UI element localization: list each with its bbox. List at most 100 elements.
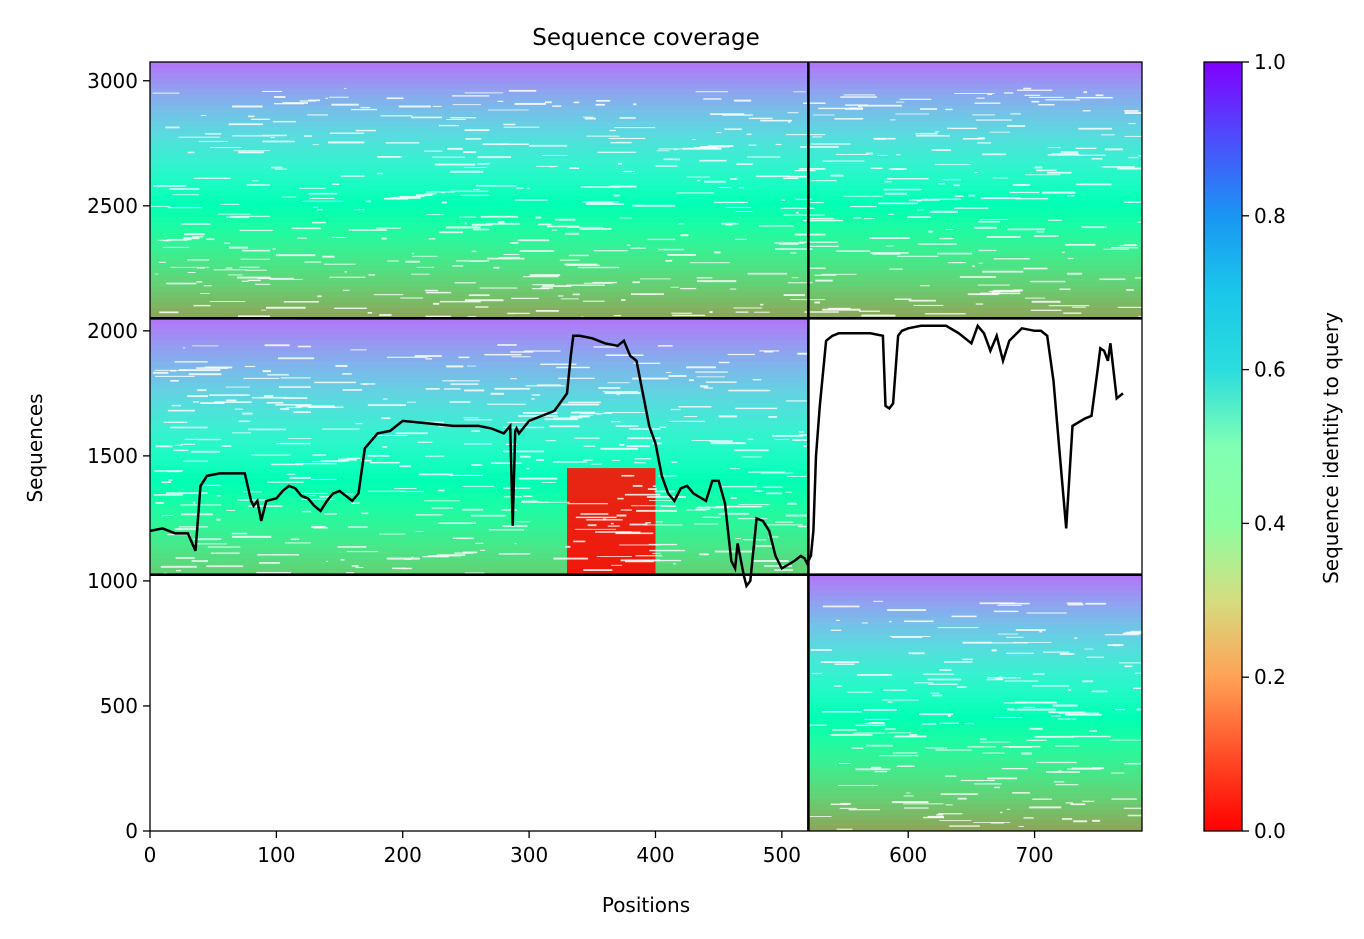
- gap-streak: [940, 793, 978, 795]
- heatmap-band: [150, 83, 809, 90]
- gap-streak: [888, 213, 894, 215]
- gap-streak: [487, 257, 525, 260]
- heatmap-band: [808, 633, 1142, 640]
- gap-streak: [439, 300, 481, 303]
- heatmap-band: [567, 498, 656, 502]
- heatmap-band: [150, 392, 809, 399]
- gap-streak: [686, 366, 716, 369]
- gap-streak: [1082, 800, 1095, 803]
- gap-streak: [283, 397, 308, 399]
- gap-streak: [187, 272, 196, 274]
- gap-streak: [522, 495, 533, 497]
- gap-streak: [600, 447, 638, 450]
- gap-streak: [790, 252, 797, 254]
- gap-streak: [1031, 100, 1040, 103]
- heatmap-gaps: [150, 87, 1142, 831]
- gap-streak: [274, 96, 286, 98]
- gap-streak: [490, 392, 504, 395]
- gap-streak: [503, 126, 540, 128]
- gap-streak: [1099, 278, 1126, 281]
- gap-streak: [477, 163, 490, 165]
- heatmap-band: [150, 424, 809, 431]
- heatmap-band: [150, 184, 809, 191]
- gap-streak: [921, 198, 962, 200]
- gap-streak: [452, 537, 474, 540]
- gap-streak: [929, 210, 959, 213]
- gap-streak: [748, 471, 785, 473]
- gap-streak: [812, 114, 835, 116]
- heatmap-band: [808, 237, 1142, 244]
- heatmap-band: [150, 536, 809, 543]
- gap-streak: [1004, 92, 1014, 94]
- gap-streak: [909, 733, 918, 736]
- gap-streak: [1059, 653, 1075, 655]
- gap-streak: [767, 524, 803, 526]
- gap-streak: [452, 104, 482, 106]
- gap-streak: [579, 228, 612, 230]
- gap-streak: [275, 254, 316, 257]
- colorbar: 0.0 0.2 0.4 0.6 0.8 1.0 Sequence identity to …: [1203, 50, 1343, 843]
- heatmap-band: [567, 470, 656, 474]
- gap-streak: [536, 165, 558, 167]
- gap-streak: [1091, 767, 1104, 770]
- gap-streak: [193, 401, 199, 403]
- heatmap-band: [808, 62, 1142, 68]
- gap-streak: [270, 136, 275, 139]
- gap-streak: [906, 792, 911, 794]
- gap-streak: [267, 374, 289, 376]
- heatmap-band: [150, 88, 809, 95]
- gap-streak: [987, 93, 992, 96]
- gap-streak: [340, 175, 365, 177]
- gap-streak: [187, 259, 210, 261]
- gap-streak: [431, 507, 454, 509]
- gap-streak: [1048, 219, 1062, 221]
- gap-streak: [470, 514, 506, 517]
- gap-streak: [583, 445, 596, 447]
- gap-streak: [463, 166, 487, 168]
- gap-streak: [935, 164, 971, 166]
- gap-streak: [700, 385, 709, 388]
- gap-streak: [652, 552, 661, 555]
- gap-streak: [680, 234, 689, 237]
- heatmap-band: [808, 211, 1142, 218]
- gap-streak: [585, 203, 625, 205]
- heatmap-band: [150, 163, 809, 170]
- heatmap-band: [567, 533, 656, 537]
- gap-streak: [724, 128, 742, 131]
- heatmap-band: [150, 334, 809, 340]
- heatmap-band: [808, 750, 1142, 757]
- gap-streak: [811, 672, 823, 675]
- heatmap-band: [808, 104, 1142, 111]
- gap-streak: [833, 685, 842, 687]
- gap-streak: [584, 117, 596, 120]
- gap-streak: [475, 306, 489, 308]
- colorbar-label: Sequence identity to query: [1319, 312, 1343, 584]
- gap-streak: [174, 361, 208, 363]
- gap-streak: [184, 438, 222, 440]
- gap-streak: [368, 490, 405, 492]
- gap-streak: [566, 264, 600, 266]
- gap-streak: [536, 384, 561, 387]
- gap-streak: [626, 445, 650, 448]
- gap-streak: [967, 293, 999, 296]
- gap-streak: [634, 204, 675, 207]
- heatmap-band: [150, 157, 809, 164]
- gap-streak: [382, 398, 388, 400]
- gap-streak: [980, 197, 1021, 200]
- gap-streak: [441, 191, 445, 194]
- gap-streak: [774, 521, 794, 523]
- gap-streak: [456, 260, 490, 262]
- gap-streak: [515, 521, 531, 523]
- gap-streak: [261, 309, 267, 311]
- gap-streak: [977, 220, 1000, 223]
- heatmap-band: [567, 570, 656, 574]
- gap-streak: [1128, 156, 1139, 159]
- gap-streak: [957, 797, 967, 800]
- heatmap-band: [150, 446, 809, 453]
- gap-streak: [870, 766, 882, 769]
- gap-streak: [787, 175, 809, 178]
- gap-streak: [613, 314, 622, 317]
- gap-streak: [312, 144, 319, 146]
- gap-streak: [987, 677, 1021, 679]
- gap-streak: [262, 90, 283, 93]
